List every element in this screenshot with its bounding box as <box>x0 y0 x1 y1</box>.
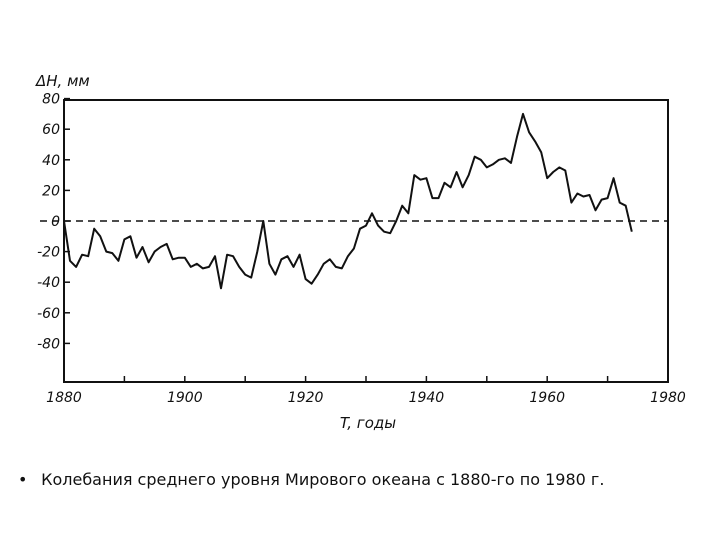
figure-caption: • Колебания среднего уровня Мирового оке… <box>18 470 708 489</box>
y-tick-label: 40 <box>42 153 60 169</box>
y-axis-title: ΔH, мм <box>35 72 90 90</box>
sea-level-chart: ΔH, мм T, годы 80 60 40 20 0 -20 -40 -60 -80 188… <box>35 72 686 432</box>
x-tick-label: 1980 <box>650 390 686 406</box>
y-tick-label: 0 <box>51 214 60 230</box>
x-tick-label: 1960 <box>529 390 565 406</box>
y-tick-label: -60 <box>37 306 60 322</box>
y-tick-label: -20 <box>37 245 60 261</box>
y-axis: 80 60 40 20 0 -20 -40 -60 -80 <box>37 92 70 352</box>
x-tick-label: 1900 <box>167 390 203 406</box>
x-axis-title: T, годы <box>340 414 396 432</box>
plot-frame <box>63 99 669 383</box>
caption-text: Колебания среднего уровня Мирового океан… <box>41 470 605 489</box>
caption-bullet: • <box>18 470 28 489</box>
y-tick-label: 60 <box>42 122 60 138</box>
x-tick-label: 1940 <box>409 390 445 406</box>
series-group <box>63 112 633 290</box>
x-tick-label: 1880 <box>46 390 82 406</box>
y-tick-label: -80 <box>37 336 60 352</box>
x-axis: 1880 1900 1920 1940 1960 1980 <box>46 376 686 406</box>
series-line <box>63 112 633 290</box>
y-tick-label: -40 <box>37 275 60 291</box>
x-tick-label: 1920 <box>288 390 324 406</box>
y-tick-label: 80 <box>42 92 60 108</box>
y-tick-label: 20 <box>42 183 60 199</box>
